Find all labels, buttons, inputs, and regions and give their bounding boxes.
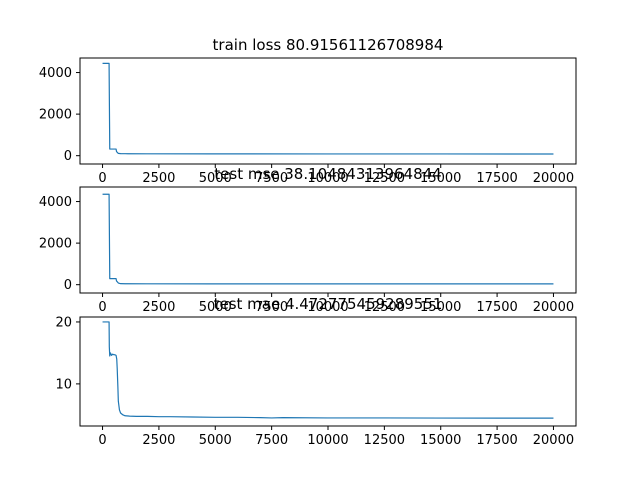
subplot-3: 0 2500 5000 7500 10000 12500 15000 17500 20000 10…: [55, 295, 577, 448]
x-tick-label: 10000: [307, 300, 348, 315]
subplot-2: 0 2500 5000 7500 10000 12500 15000 17500 2000002…: [39, 165, 577, 315]
y-tick-label: 2000: [39, 237, 72, 252]
x-tick-label: 20000: [533, 433, 574, 448]
y-tick-label: 4000: [39, 66, 72, 81]
x-tick-label: 5000: [199, 433, 232, 448]
x-tick-label: 17500: [476, 433, 517, 448]
x-tick-label: 2500: [142, 171, 175, 186]
x-tick-label: 0: [98, 171, 106, 186]
x-tick-label: 12500: [364, 300, 405, 315]
x-tick-label: 0: [98, 300, 106, 315]
x-tick-label: 17500: [476, 300, 517, 315]
axes-frame: [79, 57, 577, 165]
chart-title: test mse 38.10484313964844: [214, 165, 441, 183]
x-tick-label: 10000: [307, 433, 348, 448]
x-tick-label: 12500: [364, 171, 405, 186]
y-tick-label: 10: [55, 377, 72, 392]
x-tick-label: 10000: [307, 171, 348, 186]
x-tick-label: 20000: [533, 300, 574, 315]
x-tick-label: 12500: [364, 433, 405, 448]
chart-title: train loss 80.91561126708984: [213, 36, 444, 54]
x-tick-label: 5000: [199, 300, 232, 315]
y-tick-label: 0: [64, 278, 72, 293]
x-tick-label: 15000: [420, 300, 461, 315]
subplot-1: 0 2500 5000 7500 10000 12500 15000 17500 20000 0 2…: [39, 36, 577, 186]
axes-frame: [79, 186, 577, 294]
x-tick-label: 7500: [255, 300, 288, 315]
x-tick-label: 17500: [476, 171, 517, 186]
y-tick-label: 4000: [39, 195, 72, 210]
y-tick-label: 20: [55, 315, 72, 330]
x-tick-label: 0: [98, 433, 106, 448]
x-tick-label: 5000: [199, 171, 232, 186]
chart-title: test mae 4.472775459289551: [214, 295, 443, 313]
series-line: [102, 193, 554, 285]
x-tick-label: 15000: [420, 433, 461, 448]
x-tick-label: 7500: [255, 171, 288, 186]
y-tick-label: 0: [64, 149, 72, 164]
x-tick-label: 15000: [420, 171, 461, 186]
series-line: [102, 321, 554, 419]
x-tick-label: 2500: [142, 300, 175, 315]
x-tick-label: 20000: [533, 171, 574, 186]
series-line: [102, 62, 554, 155]
x-tick-label: 7500: [255, 433, 288, 448]
y-tick-label: 2000: [39, 108, 72, 123]
axes-frame: [79, 316, 577, 427]
x-tick-label: 2500: [142, 433, 175, 448]
